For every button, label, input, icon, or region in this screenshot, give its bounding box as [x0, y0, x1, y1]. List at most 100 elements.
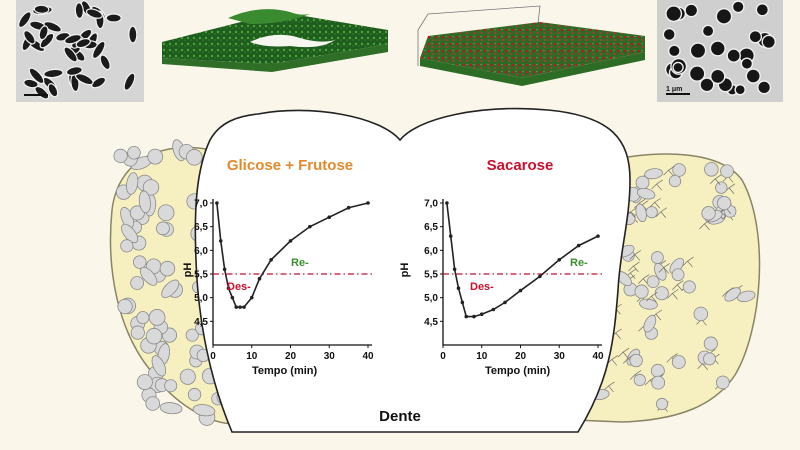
y-axis-label: pH: [399, 263, 411, 278]
y-tick-label: 5,5: [424, 270, 438, 281]
plaque-rod-cell: [636, 187, 656, 200]
rod-cell: [64, 34, 82, 45]
rod-cell: [18, 11, 32, 29]
rod-cell: [65, 66, 83, 76]
x-tick-label: 40: [362, 351, 374, 362]
x-tick-label: 40: [592, 351, 604, 362]
matrix-strand: [655, 207, 668, 218]
rod-cell: [43, 21, 62, 33]
data-point: [479, 312, 484, 317]
plaque-coccus-cell: [145, 396, 161, 411]
data-point: [557, 258, 562, 262]
y-tick-label: 5,0: [194, 293, 208, 304]
rod-cell: [128, 25, 138, 44]
data-point: [464, 314, 469, 319]
chart-title: Sacarose: [487, 157, 554, 174]
plaque-coccus-cell: [148, 309, 166, 326]
coccus-bacteria-cluster: [662, 0, 776, 96]
plaque-coccus-cell: [671, 355, 686, 369]
coccus-cell: [684, 3, 699, 18]
plaque-cells-right: [590, 162, 756, 412]
data-point: [518, 288, 523, 293]
data-point: [503, 300, 507, 305]
y-axis-label: pH: [182, 263, 194, 278]
data-point: [308, 224, 312, 229]
plaque-rod-cell: [138, 190, 151, 214]
chart-title: Glicose + Frutose: [227, 157, 353, 174]
annotation-des: Des-: [470, 281, 494, 293]
plaque-coccus-cell: [164, 379, 178, 393]
plaque-coccus-cell: [693, 306, 709, 322]
rod-cell: [85, 8, 103, 19]
data-point: [288, 239, 293, 243]
plaque-coccus-cell: [671, 268, 685, 282]
data-point: [327, 215, 332, 219]
y-tick-label: 5,5: [194, 270, 208, 281]
y-tick-label: 4,5: [194, 317, 208, 328]
plaque-coccus-cell: [157, 204, 175, 222]
x-tick-label: 20: [515, 351, 527, 362]
plaque-rod-cell: [121, 223, 139, 244]
plaque-rod-cell: [643, 314, 657, 333]
annotation-des: Des-: [227, 281, 251, 293]
y-tick-label: 6,0: [424, 246, 438, 257]
data-point: [576, 243, 581, 248]
micrograph-right: 1 μm: [657, 0, 783, 102]
plaque-coccus-cell: [130, 325, 145, 340]
matrix-strand: [663, 165, 675, 177]
rod-cell: [28, 67, 45, 84]
plaque-rod-cell: [151, 355, 167, 377]
tooth-outline: [194, 107, 631, 433]
data-point: [238, 305, 242, 309]
plaque-coccus-cell: [646, 275, 660, 289]
rod-cell: [92, 40, 106, 60]
rod-cell: [75, 38, 91, 49]
annotation-re: Re-: [291, 257, 309, 269]
plaque-coccus-cell: [717, 195, 732, 211]
x-tick-label: 0: [210, 351, 216, 362]
matrix-strand: [658, 263, 670, 274]
coccus-cell: [667, 44, 681, 58]
plaque-coccus-cell: [704, 162, 719, 177]
y-tick-label: 5,0: [424, 293, 438, 304]
x-axis-label: Tempo (min): [485, 365, 551, 377]
coccus-cell: [701, 24, 715, 38]
plaque-rod-cell: [192, 404, 216, 417]
y-tick-label: 4,5: [424, 317, 438, 328]
data-point: [346, 205, 351, 210]
annotation-re: Re-: [570, 257, 588, 269]
coccus-cell: [709, 40, 726, 57]
plaque-coccus-cell: [159, 260, 176, 277]
coccus-cell: [755, 3, 770, 17]
y-tick-label: 6,0: [194, 246, 208, 257]
x-tick-label: 20: [285, 351, 297, 362]
plaque-coccus-cell: [715, 181, 728, 194]
coccus-cell: [745, 68, 761, 84]
plaque-coccus-cell: [113, 148, 128, 163]
plaque-coccus-cell: [701, 206, 716, 221]
data-point: [538, 274, 542, 279]
plaque-coccus-cell: [703, 336, 718, 351]
rod-cell: [99, 54, 111, 71]
plaque-coccus-cell: [120, 239, 134, 253]
plaque-coccus-cell: [629, 353, 643, 368]
x-axis-label: Tempo (min): [252, 365, 318, 377]
x-tick-label: 0: [440, 351, 446, 362]
data-point: [491, 307, 496, 312]
coccus-cell: [688, 65, 706, 82]
coccus-cell: [709, 68, 726, 85]
plaque-rod-cell: [644, 168, 663, 180]
plaque-coccus-cell: [650, 251, 664, 264]
rod-cell: [123, 72, 136, 91]
plaque-coccus-cell: [645, 206, 658, 219]
x-tick-label: 10: [246, 351, 258, 362]
matrix-strand: [646, 291, 658, 303]
rod-cell: [38, 25, 49, 41]
data-point: [366, 201, 370, 205]
data-point: [234, 305, 239, 309]
data-point: [218, 239, 223, 243]
plaque-coccus-cell: [720, 164, 734, 179]
data-point: [452, 267, 457, 272]
